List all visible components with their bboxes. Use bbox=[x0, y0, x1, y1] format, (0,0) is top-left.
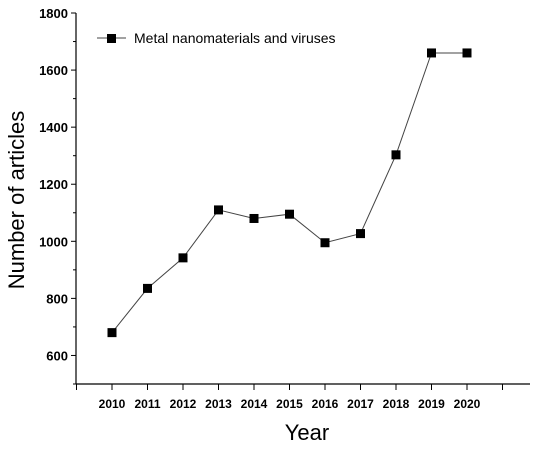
x-axis-title: Year bbox=[285, 420, 329, 445]
x-tick-label: 2016 bbox=[312, 397, 339, 411]
x-tick-label: 2013 bbox=[205, 397, 232, 411]
x-tick-label: 2017 bbox=[347, 397, 374, 411]
x-tick-label: 2018 bbox=[383, 397, 410, 411]
data-point bbox=[178, 253, 188, 263]
data-point bbox=[356, 229, 365, 239]
data-point bbox=[249, 213, 259, 223]
data-point bbox=[214, 205, 223, 215]
data-point bbox=[285, 209, 294, 219]
x-tick-label: 2015 bbox=[276, 397, 303, 411]
legend-label: Metal nanomaterials and viruses bbox=[134, 30, 336, 46]
y-tick-label: 1800 bbox=[39, 6, 68, 21]
x-tick-label: 2011 bbox=[134, 397, 160, 411]
x-tick-label: 2012 bbox=[170, 397, 197, 411]
x-tick-label: 2010 bbox=[99, 397, 126, 411]
data-point bbox=[107, 328, 117, 338]
data-point bbox=[320, 238, 330, 248]
x-tick-label: 2014 bbox=[241, 397, 268, 411]
legend: Metal nanomaterials and viruses bbox=[97, 30, 336, 46]
x-tick-label: 2019 bbox=[418, 397, 445, 411]
y-tick-label: 1000 bbox=[39, 234, 68, 249]
series-layer bbox=[107, 48, 472, 338]
y-tick-label: 600 bbox=[46, 348, 68, 363]
y-tick-label: 1600 bbox=[39, 63, 68, 78]
data-point bbox=[462, 48, 472, 58]
series-line bbox=[111, 52, 467, 333]
y-axis-ticks: 600 800 1000 1200 1400 1600 1800 bbox=[39, 6, 76, 385]
y-tick-label: 1400 bbox=[39, 120, 68, 135]
legend-marker bbox=[107, 34, 116, 43]
data-point bbox=[143, 283, 152, 293]
y-axis-title: Number of articles bbox=[4, 111, 29, 290]
data-point bbox=[391, 150, 401, 160]
data-point bbox=[427, 48, 436, 58]
y-tick-label: 1200 bbox=[39, 177, 68, 192]
y-tick-label: 800 bbox=[46, 291, 68, 306]
x-axis-ticks: 2010 2011 2012 2013 2014 2015 2016 2017 2018 2019… bbox=[76, 384, 503, 411]
x-tick-label: 2020 bbox=[454, 397, 481, 411]
